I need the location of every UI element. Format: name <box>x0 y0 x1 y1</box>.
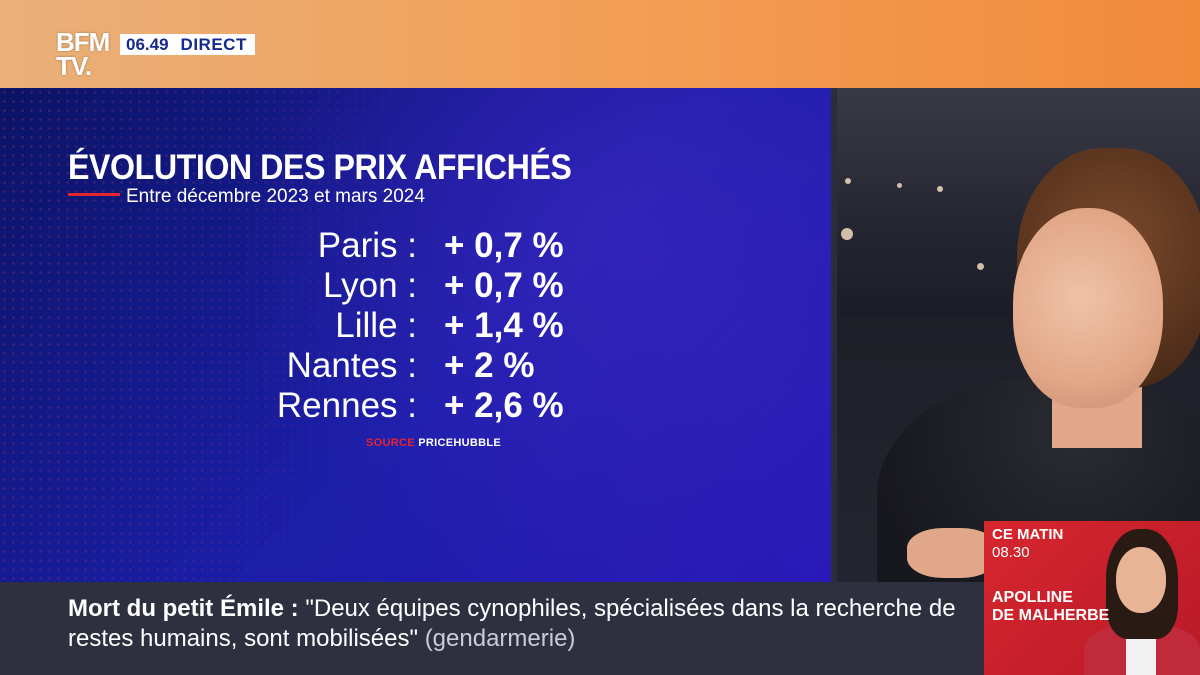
bokeh-light <box>841 228 853 240</box>
next-show-time: 08.30 <box>992 544 1030 561</box>
price-change-value: + 0,7 % <box>444 226 564 265</box>
lower-third: Mort du petit Émile : "Deux équipes cyno… <box>0 582 984 675</box>
live-status: DIRECT <box>174 34 255 55</box>
next-show-promo: CE MATIN 08.30 APOLLINE DE MALHERBE <box>984 521 1200 675</box>
price-row: Lille : + 1,4 % <box>0 306 831 346</box>
logo-line-2: TV. <box>56 51 92 81</box>
title-accent-rule <box>68 193 120 196</box>
infographic-subtitle: Entre décembre 2023 et mars 2024 <box>126 186 425 207</box>
price-row: Nantes : + 2 % <box>0 346 831 386</box>
host-name-line-2: DE MALHERBE <box>992 607 1110 624</box>
headline-topic: Mort du petit Émile : <box>68 595 299 622</box>
source-credit: SOURCE PRICEHUBBLE <box>366 437 501 449</box>
channel-logo: BFM TV. <box>56 27 116 86</box>
camera-feed <box>837 88 1200 582</box>
price-row: Paris : + 0,7 % <box>0 226 831 266</box>
source-name: PRICEHUBBLE <box>418 437 501 449</box>
clock-time: 06.49 <box>120 34 175 55</box>
headline-attribution: (gendarmerie) <box>424 625 576 652</box>
price-change-value: + 1,4 % <box>444 306 564 345</box>
price-change-value: + 0,7 % <box>444 266 564 305</box>
guest-hand <box>907 528 997 578</box>
infographic-title: ÉVOLUTION DES PRIX AFFICHÉS <box>68 148 572 187</box>
price-change-value: + 2,6 % <box>444 386 564 425</box>
headline-quote: "Deux équipes cynophiles, spécialisées d… <box>68 595 956 652</box>
city-label: Lille : <box>335 306 417 345</box>
live-clock-badge: 06.49 DIRECT <box>120 34 255 55</box>
bokeh-light <box>897 183 902 188</box>
city-label: Paris : <box>317 226 417 265</box>
price-row: Rennes : + 2,6 % <box>0 386 831 426</box>
guest-face <box>1013 208 1163 408</box>
headline: Mort du petit Émile : "Deux équipes cyno… <box>68 594 968 654</box>
host-name-line-1: APOLLINE <box>992 589 1073 606</box>
infographic-panel: ÉVOLUTION DES PRIX AFFICHÉS Entre décemb… <box>0 88 831 582</box>
city-label: Rennes : <box>276 386 417 425</box>
next-show-label: CE MATIN <box>992 526 1064 543</box>
source-label: SOURCE <box>366 437 415 449</box>
city-label: Lyon : <box>322 266 417 305</box>
bokeh-light <box>845 178 851 184</box>
host-photo <box>1084 527 1200 675</box>
bokeh-light <box>937 186 943 192</box>
price-row: Lyon : + 0,7 % <box>0 266 831 306</box>
bokeh-light <box>977 263 984 270</box>
logo-line-1: BFM <box>56 27 110 57</box>
city-label: Nantes : <box>286 346 417 385</box>
host-face <box>1116 547 1166 613</box>
price-change-value: + 2 % <box>444 346 535 385</box>
